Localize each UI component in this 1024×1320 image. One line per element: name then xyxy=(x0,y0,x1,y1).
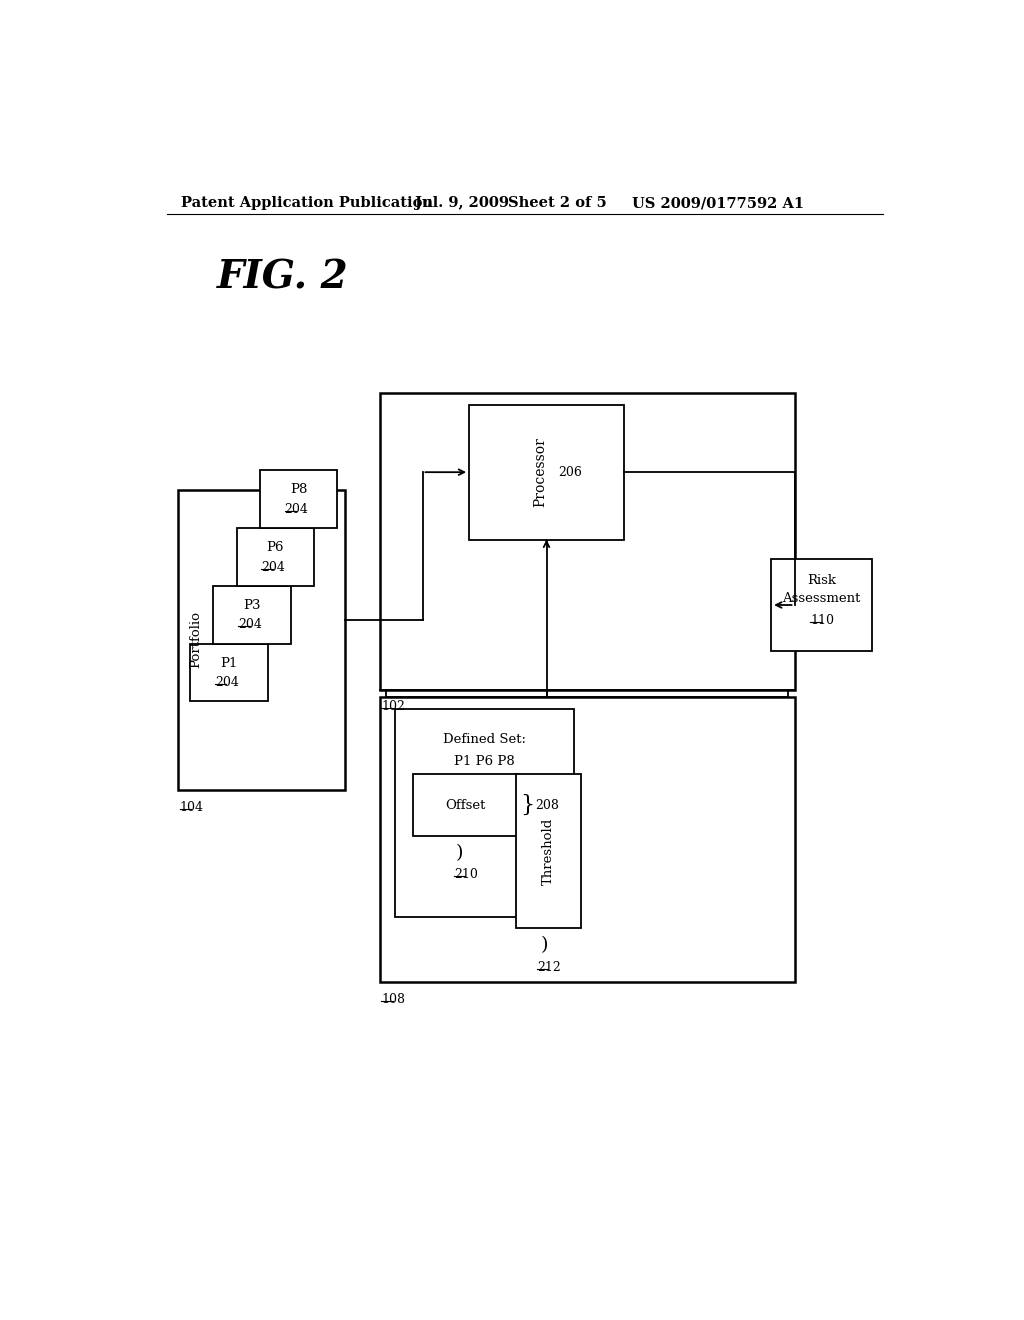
Text: Processor: Processor xyxy=(534,437,547,507)
Text: 210: 210 xyxy=(454,869,478,882)
Text: Assessment: Assessment xyxy=(782,593,861,606)
Text: P1 P6 P8: P1 P6 P8 xyxy=(454,755,515,768)
Text: 212: 212 xyxy=(537,961,560,974)
Text: P8: P8 xyxy=(290,483,307,496)
Text: 102: 102 xyxy=(381,701,406,714)
Text: 108: 108 xyxy=(381,993,406,1006)
Text: 104: 104 xyxy=(180,800,204,813)
Bar xyxy=(395,709,573,917)
Text: Risk: Risk xyxy=(807,574,837,587)
Bar xyxy=(380,393,795,689)
Text: Patent Application Publication: Patent Application Publication xyxy=(180,197,433,210)
Text: US 2009/0177592 A1: US 2009/0177592 A1 xyxy=(632,197,804,210)
Bar xyxy=(237,528,314,586)
Text: 110: 110 xyxy=(810,614,834,627)
Text: 204: 204 xyxy=(238,619,262,631)
Text: 208: 208 xyxy=(535,799,559,812)
Bar xyxy=(469,405,624,540)
Text: P3: P3 xyxy=(244,599,261,612)
Text: ): ) xyxy=(541,936,548,954)
Bar xyxy=(178,490,345,789)
Bar xyxy=(380,697,795,982)
Text: 204: 204 xyxy=(215,676,239,689)
Bar xyxy=(260,470,337,528)
Bar xyxy=(515,775,582,928)
Bar xyxy=(190,644,267,701)
Text: }: } xyxy=(520,795,535,816)
Bar xyxy=(213,586,291,644)
Text: Threshold: Threshold xyxy=(542,818,555,884)
Text: 206: 206 xyxy=(558,466,582,479)
Bar xyxy=(414,775,518,836)
Text: FIG. 2: FIG. 2 xyxy=(217,259,349,297)
Bar xyxy=(771,558,872,651)
Text: Defined Set:: Defined Set: xyxy=(443,733,526,746)
Text: P1: P1 xyxy=(220,656,238,669)
Text: Portfolio: Portfolio xyxy=(188,611,202,668)
Text: 204: 204 xyxy=(285,503,308,516)
Text: Sheet 2 of 5: Sheet 2 of 5 xyxy=(508,197,606,210)
Text: ): ) xyxy=(456,843,463,862)
Text: P6: P6 xyxy=(266,541,284,554)
Text: Offset: Offset xyxy=(445,799,485,812)
Text: 204: 204 xyxy=(261,561,285,574)
Text: Jul. 9, 2009: Jul. 9, 2009 xyxy=(415,197,509,210)
